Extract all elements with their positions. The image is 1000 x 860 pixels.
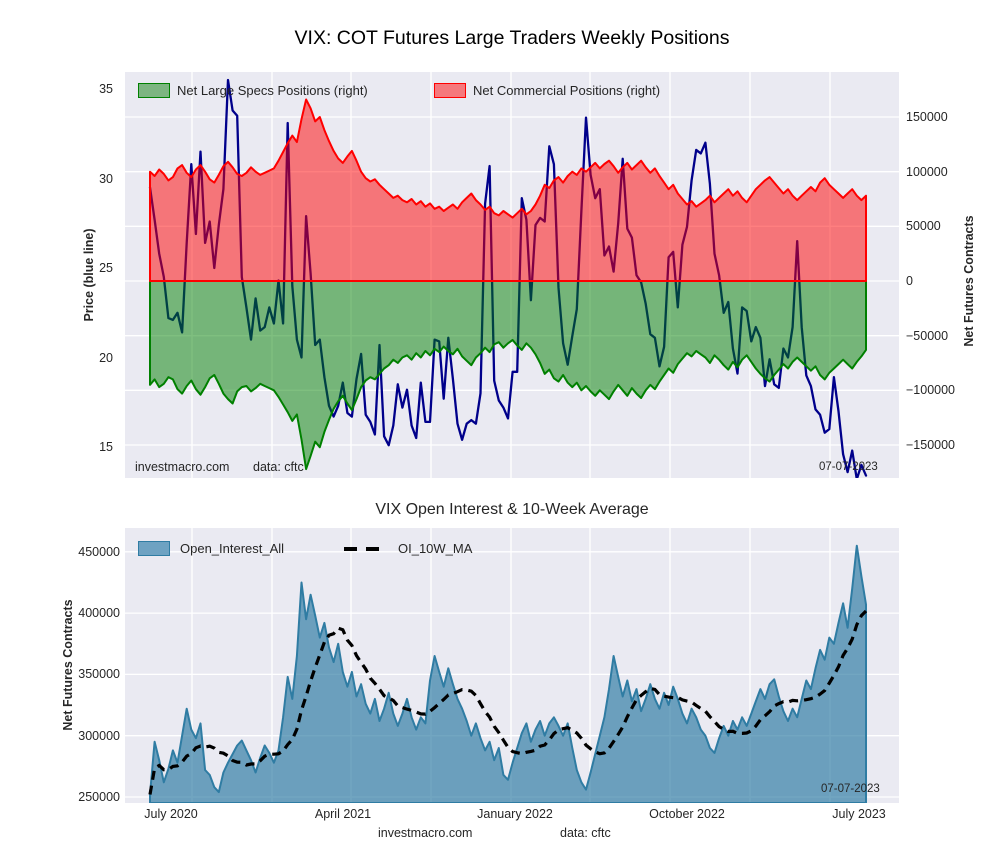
bottom-contracts-tick: 300000 <box>78 728 120 743</box>
legend-swatch-net-commercial <box>434 83 466 98</box>
bottom-chart-title: VIX Open Interest & 10-Week Average <box>375 501 649 518</box>
bottom-contracts-tick: 250000 <box>78 790 120 804</box>
bottom-date-annotation: 07-07-2023 <box>821 783 880 795</box>
top-price-tick: 35 <box>99 82 113 96</box>
top-right-axis-label: Net Futures Contracts <box>962 215 976 347</box>
bottom-date-tick: April 2021 <box>314 807 372 821</box>
top-price-tick: 20 <box>99 350 113 365</box>
top-source-note: data: cftc <box>253 460 304 474</box>
top-contracts-tick: 150000 <box>906 110 948 124</box>
legend-label-net-large-specs: Net Large Specs Positions (right) <box>177 83 368 98</box>
legend-label-net-commercial: Net Commercial Positions (right) <box>473 83 661 98</box>
top-contracts-tick: 0 <box>906 274 913 288</box>
top-watermark: investmacro.com <box>135 460 230 474</box>
legend-swatch-open-interest <box>138 541 170 556</box>
top-contracts-tick: −100000 <box>906 383 956 398</box>
top-price-tick: 15 <box>99 440 113 454</box>
bottom-date-tick: January 2022 <box>477 807 553 821</box>
top-chart-title: VIX: COT Futures Large Traders Weekly Po… <box>294 27 730 49</box>
bottom-date-tick: July 2023 <box>832 807 886 821</box>
top-date-annotation: 07-07-2023 <box>819 461 878 473</box>
bottom-contracts-tick: 450000 <box>78 544 120 559</box>
bottom-date-tick: July 2020 <box>144 807 198 821</box>
bottom-contracts-tick: 350000 <box>78 667 120 682</box>
top-contracts-tick: 50000 <box>906 219 941 234</box>
bottom-date-tick: October 2022 <box>649 807 725 821</box>
legend-label-oi-ma: OI_10W_MA <box>398 541 473 556</box>
top-contracts-tick: 100000 <box>906 164 948 179</box>
bottom-contracts-tick: 400000 <box>78 606 120 621</box>
top-price-tick: 25 <box>99 261 113 275</box>
legend-label-open-interest: Open_Interest_All <box>180 541 285 556</box>
top-contracts-tick: −150000 <box>906 437 956 452</box>
legend-swatch-net-large-specs <box>138 83 170 98</box>
bottom-watermark: investmacro.com <box>378 826 473 840</box>
top-price-tick: 30 <box>99 171 113 186</box>
bottom-source-note: data: cftc <box>560 826 611 840</box>
legend-dash-sample-oi-ma <box>344 547 387 551</box>
top-contracts-tick: −50000 <box>906 328 949 343</box>
